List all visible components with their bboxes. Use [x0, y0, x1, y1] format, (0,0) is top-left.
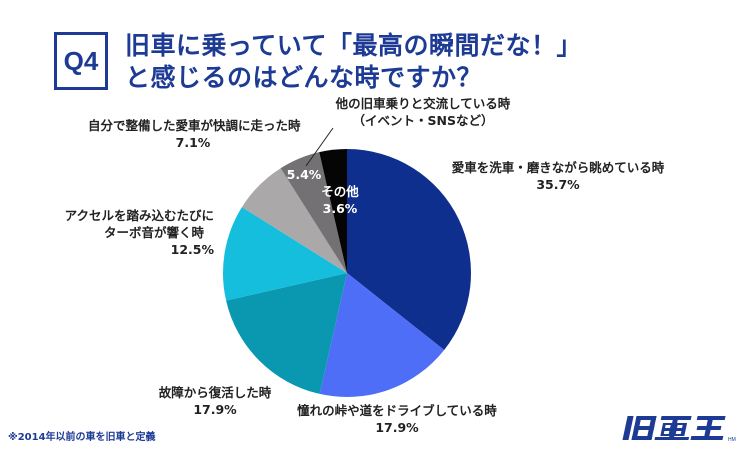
label-value: 17.9% — [193, 402, 237, 417]
label-line-1: アクセルを踏み込むたびに — [64, 208, 214, 223]
label-line-1: 他の旧車乗りと交流している時 — [335, 96, 511, 111]
footnote: ※2014年以前の車を旧車と定義 — [8, 432, 156, 443]
label-value: 3.6% — [322, 201, 358, 216]
pie-slice — [280, 152, 347, 273]
label-name: 憧れの峠や道をドライブしている時 — [297, 403, 497, 418]
label-value: 12.5% — [170, 242, 214, 257]
label-value: 7.1% — [175, 135, 211, 150]
leader-line — [305, 127, 334, 167]
label-name: 愛車を洗車・磨きながら眺めている時 — [451, 160, 665, 175]
label-line-2: （イベント・SNSなど） — [352, 113, 494, 128]
chart-title: 旧車に乗っていて「最高の瞬間だな！」 と感じるのはどんな時ですか？ — [125, 30, 582, 94]
label-recovery: 故障から復活した時 17.9% — [150, 384, 280, 418]
label-value: 17.9% — [375, 420, 419, 435]
kyushao-logo: HM — [622, 416, 736, 442]
label-name: 故障から復活した時 — [158, 385, 272, 400]
label-drive: 憧れの峠や道をドライブしている時 17.9% — [282, 402, 512, 436]
title-line-1: 旧車に乗っていて「最高の瞬間だな！」 — [125, 31, 583, 60]
value-community: 5.4% — [286, 167, 322, 182]
label-turbo: アクセルを踏み込むたびに ターボ音が響く時 12.5% — [64, 207, 214, 258]
label-value: 35.7% — [536, 177, 580, 192]
pie-slice — [319, 149, 347, 273]
label-community: 他の旧車乗りと交流している時 （イベント・SNSなど） — [318, 95, 528, 129]
label-other: その他 3.6% — [318, 183, 362, 217]
pie-slice — [347, 149, 471, 351]
title-line-2: と感じるのはどんな時ですか？ — [125, 63, 483, 92]
label-name: 自分で整備した愛車が快調に走った時 — [88, 118, 301, 133]
label-name: その他 — [321, 184, 359, 199]
svg-text:HM: HM — [728, 437, 736, 442]
pie-slice — [241, 168, 347, 273]
pie-slice — [319, 273, 445, 398]
pie-slice — [223, 207, 347, 301]
label-line-2: ターボ音が響く時 — [103, 225, 204, 240]
label-maintenance: 自分で整備した愛車が快調に走った時 7.1% — [88, 117, 301, 151]
label-washing: 愛車を洗車・磨きながら眺めている時 35.7% — [438, 159, 678, 193]
pie-slice — [226, 273, 347, 394]
question-badge: Q4 — [54, 32, 108, 90]
